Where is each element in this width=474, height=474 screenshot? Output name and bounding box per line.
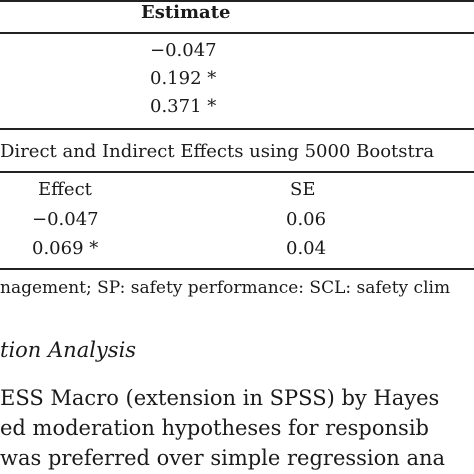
table-bottom-rule [0,268,474,270]
effect-cell: 0.069 * [32,238,99,259]
header-rule [0,32,474,34]
estimate-value-3: 0.371 * [150,96,217,117]
effect-cell: −0.047 [32,209,99,230]
section-rule [0,128,474,130]
table-top-rule [0,0,474,2]
body-line-3: was preferred over simple regression ana [0,446,446,470]
section-heading: tion Analysis [0,338,137,362]
subheader-rule [0,171,474,173]
estimate-value-1: −0.047 [150,40,217,61]
effect-column-header: Effect [38,179,92,200]
estimate-header: Estimate [141,2,231,23]
se-cell: 0.06 [286,209,327,230]
estimate-value-2: 0.192 * [150,68,217,89]
table-note: nagement; SP: safety performance: SCL: s… [0,278,451,298]
se-cell: 0.04 [286,238,327,259]
body-line-1: ESS Macro (extension in SPSS) by Hayes [0,386,440,410]
section-title: Direct and Indirect Effects using 5000 B… [0,141,435,162]
body-line-2: ed moderation hypotheses for responsib [0,416,429,440]
se-column-header: SE [290,179,316,200]
